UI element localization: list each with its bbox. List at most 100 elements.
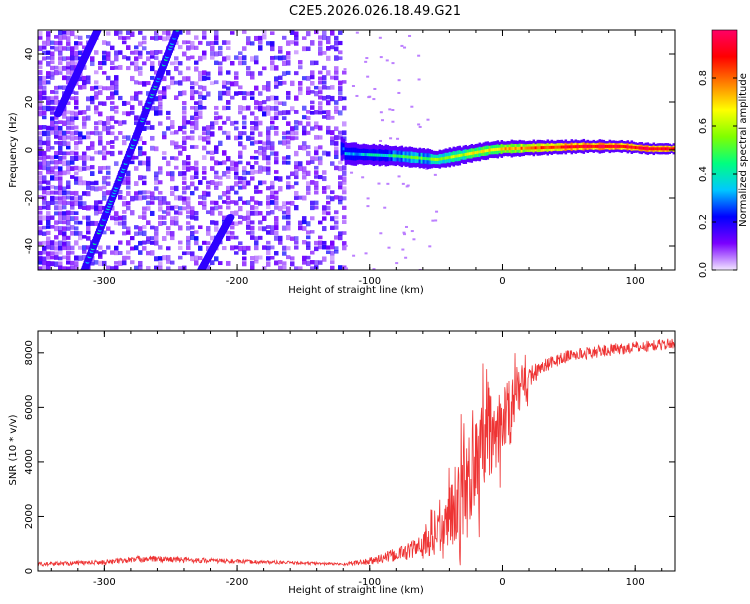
- noise-cell: [302, 115, 307, 120]
- noise-cell: [106, 121, 111, 126]
- noise-cell: [42, 240, 47, 245]
- noise-speck: [388, 108, 392, 111]
- noise-cell: [138, 55, 143, 60]
- noise-cell: [154, 96, 159, 102]
- tone-core: [468, 152, 472, 156]
- noise-cell: [322, 186, 327, 191]
- noise-cell: [314, 200, 319, 205]
- noise-cell: [114, 221, 119, 226]
- noise-cell: [66, 151, 71, 156]
- noise-cell: [242, 105, 247, 111]
- tone-core: [570, 145, 574, 149]
- noise-cell: [82, 180, 87, 186]
- noise-cell: [54, 241, 59, 246]
- noise-cell: [158, 35, 163, 40]
- noise-cell: [62, 56, 67, 62]
- noise-cell: [302, 226, 307, 231]
- noise-cell: [274, 215, 279, 222]
- noise-cell: [294, 35, 299, 41]
- noise-cell: [222, 170, 227, 177]
- noise-cell: [266, 166, 271, 172]
- noise-cell: [66, 125, 71, 130]
- noise-cell: [278, 265, 283, 270]
- noise-cell: [102, 230, 107, 235]
- noise-cell: [62, 205, 67, 210]
- noise-cell: [306, 235, 311, 240]
- spectrogram-x-tick-label: -100: [358, 276, 381, 287]
- noise-cell: [258, 45, 263, 51]
- noise-cell: [286, 255, 291, 260]
- noise-cell: [70, 230, 75, 236]
- noise-cell: [314, 110, 319, 115]
- noise-cell: [66, 195, 71, 200]
- noise-cell: [322, 150, 327, 156]
- noise-cell: [146, 80, 151, 86]
- noise-speck: [352, 254, 356, 257]
- tone-core: [532, 146, 536, 150]
- noise-cell: [50, 240, 55, 246]
- noise-cell: [66, 56, 71, 61]
- noise-cell: [118, 120, 123, 126]
- noise-cell: [54, 205, 59, 211]
- noise-cell: [162, 210, 167, 214]
- noise-cell: [58, 160, 63, 165]
- tone-core: [538, 146, 542, 150]
- noise-cell: [226, 175, 231, 179]
- tone-core: [554, 145, 558, 149]
- noise-cell: [162, 196, 167, 201]
- tone-core: [414, 156, 418, 160]
- noise-speck: [397, 175, 401, 178]
- noise-cell: [66, 210, 71, 216]
- noise-cell: [314, 85, 319, 90]
- snr-series: [38, 338, 675, 568]
- noise-cell: [86, 155, 91, 161]
- noise-cell: [38, 70, 43, 76]
- noise-cell: [126, 230, 131, 235]
- noise-cell: [74, 145, 79, 151]
- noise-cell: [74, 220, 79, 225]
- noise-cell: [178, 171, 183, 177]
- noise-cell: [194, 81, 199, 86]
- noise-cell: [102, 151, 107, 156]
- noise-cell: [186, 30, 191, 35]
- noise-cell: [178, 211, 183, 216]
- noise-cell: [274, 115, 279, 121]
- noise-cell: [218, 90, 223, 96]
- noise-cell: [42, 175, 47, 181]
- noise-cell: [322, 226, 327, 232]
- noise-cell: [318, 90, 323, 95]
- noise-cell: [98, 205, 103, 211]
- noise-cell: [242, 120, 247, 125]
- noise-cell: [62, 160, 67, 167]
- noise-cell: [326, 85, 331, 90]
- noise-cell: [338, 130, 343, 135]
- noise-speck: [417, 78, 421, 81]
- noise-cell: [166, 30, 171, 36]
- noise-cell: [90, 205, 95, 210]
- noise-cell: [194, 45, 199, 50]
- noise-cell: [274, 76, 279, 82]
- noise-cell: [42, 155, 47, 160]
- noise-cell: [138, 30, 143, 35]
- tone-core: [672, 147, 675, 151]
- noise-cell: [114, 245, 119, 251]
- noise-cell: [166, 226, 171, 231]
- noise-cell: [214, 80, 219, 85]
- noise-cell: [214, 150, 219, 154]
- noise-cell: [262, 155, 267, 161]
- noise-cell: [94, 85, 99, 90]
- noise-cell: [234, 175, 239, 180]
- noise-cell: [130, 75, 135, 82]
- noise-cell: [70, 201, 75, 207]
- noise-cell: [298, 195, 303, 200]
- spectrogram-x-tick-label: 0: [499, 276, 505, 287]
- noise-cell: [134, 50, 139, 55]
- noise-cell: [114, 135, 119, 141]
- noise-cell: [170, 120, 175, 126]
- noise-cell: [134, 56, 139, 61]
- noise-cell: [254, 150, 259, 154]
- noise-cell: [74, 141, 79, 146]
- noise-cell: [102, 101, 107, 106]
- noise-cell: [174, 215, 179, 221]
